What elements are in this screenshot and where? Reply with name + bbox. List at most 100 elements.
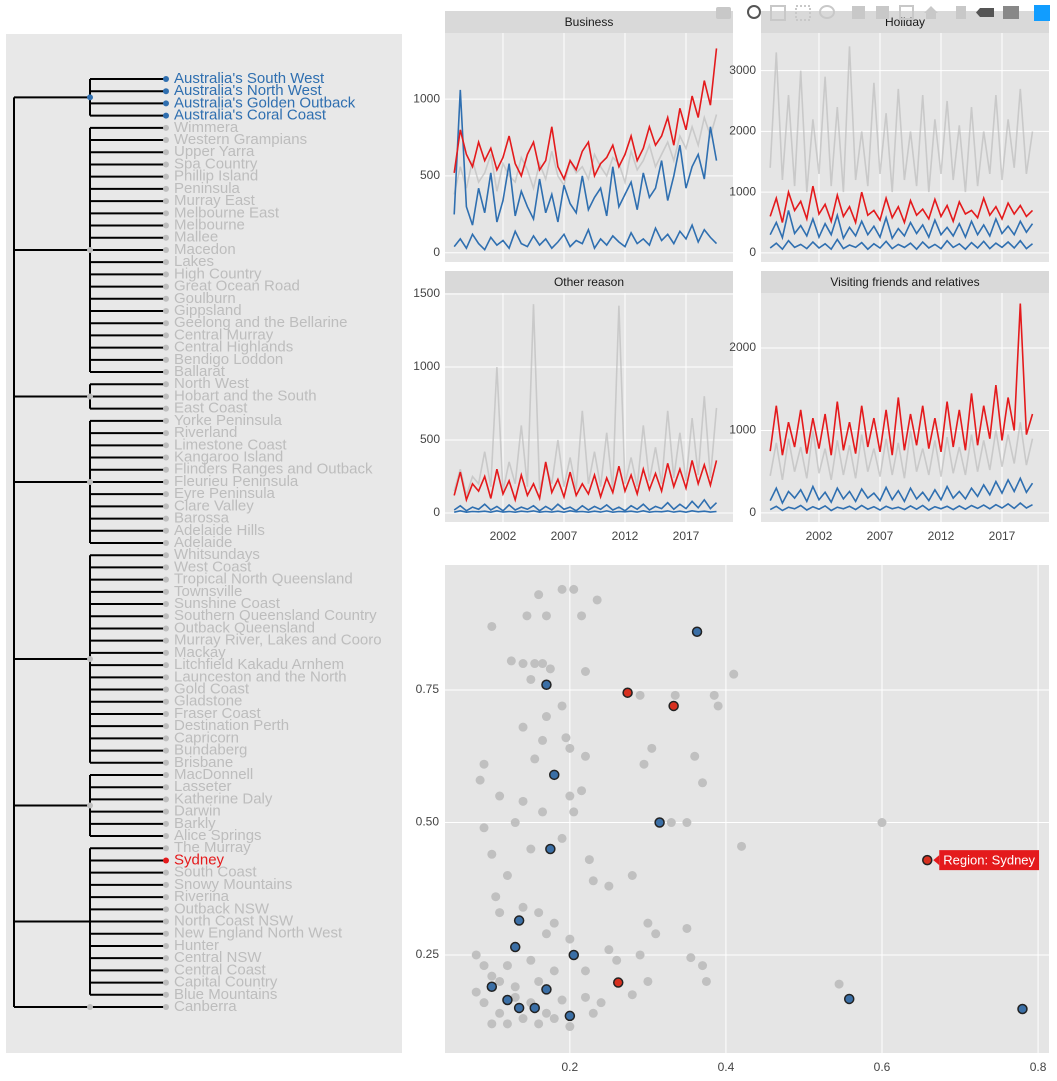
x-tick-label: 2007 [551,529,578,543]
y-tick-label: 500 [420,432,440,446]
y-tick-label: 2000 [729,124,756,138]
leaf-label: Western Grampians [174,131,307,148]
hover-closest-button[interactable] [976,8,994,17]
leaf-label: Litchfield Kakadu Arnhem [174,656,344,673]
leaf-node [163,430,169,437]
autoscale-button[interactable] [899,5,914,20]
leaf-node [163,527,169,534]
x-tick-label: 0.2 [562,1060,579,1074]
zoom-button[interactable] [747,5,761,19]
leaf-node [163,515,169,522]
leaf-label: Peninsula [174,180,241,197]
point [604,945,614,955]
strip [445,271,733,293]
point [622,687,633,698]
leaf-label: Barossa [174,510,230,527]
point [877,818,887,828]
panel-title: Holiday [885,15,925,29]
series-line [453,114,718,195]
y-tick-label: 0 [433,245,440,259]
point [549,966,559,976]
leaf-label: Outback Queensland [174,619,315,636]
point [506,656,516,666]
point [545,664,555,674]
plotly-logo[interactable] [1034,5,1050,21]
y-tick-label: 0 [749,505,756,519]
point [534,1019,544,1029]
leaf-node [163,723,169,730]
leaf-node [163,442,169,449]
leaf-node [163,772,169,778]
y-tick-label: 0.50 [416,815,440,829]
point [647,743,657,753]
leaf-label: Goulburn [174,290,236,307]
series-line [454,509,717,514]
point [698,778,708,788]
hover-compare-button[interactable] [1003,6,1019,19]
leaf-label: Geelong and the Bellarine [174,314,347,331]
point [565,791,575,801]
point [518,659,528,669]
leaf-node [163,369,169,376]
leaf-label: Australia's South West [174,70,325,87]
reset-button[interactable] [924,6,938,19]
point [698,961,708,971]
point [513,1002,525,1014]
point [518,722,528,732]
point [549,769,560,781]
point [479,998,489,1008]
series-line [769,238,1033,251]
panel-title: Business [565,15,614,29]
y-tick-label: 0.75 [416,682,440,696]
toolbar [716,5,1050,21]
leaf-label: Central Coast [174,961,267,978]
leaf-node [163,759,169,766]
point [471,950,481,960]
leaf-label: Launceston and the North [174,668,347,685]
leaf-label: Central NSW [174,949,262,966]
y-tick-label: 3000 [729,63,756,77]
leaf-label: Riverina [174,888,230,905]
point [635,690,645,700]
cluster-node [87,393,93,400]
series-line [769,303,1034,456]
point [502,994,513,1006]
leaf-label: Capital Country [174,974,278,991]
camera-button[interactable] [716,7,731,19]
series-line [453,48,718,182]
leaf-node [163,283,169,290]
x-tick-label: 0.8 [1030,1060,1047,1074]
leaf-node [163,234,169,241]
leaf-node [163,613,169,620]
y-tick-label: 500 [420,168,440,182]
point [487,1019,497,1029]
leaf-node [163,637,169,644]
leaf-node [163,991,169,998]
zoom-out-button[interactable] [876,6,889,19]
pan-button[interactable] [770,5,786,21]
zoom-in-button[interactable] [852,6,865,19]
point [709,690,719,700]
leaf-node [163,735,169,742]
leaf-label: Wimmera [174,119,239,136]
point [557,833,567,843]
select-button[interactable] [795,5,811,21]
leaf-label: Australia's Coral Coast [174,107,327,124]
spike-button[interactable] [956,6,966,19]
point [682,818,692,828]
point [541,679,552,690]
x-tick-label: 2012 [612,529,639,543]
lasso-button[interactable] [819,5,835,19]
leaf-node [163,356,169,363]
series-line [769,476,1034,505]
leaf-node [163,710,169,717]
leaf-label: Upper Yarra [174,143,255,160]
point [651,929,661,939]
point [577,611,587,621]
series-line [769,185,1034,226]
leaf-node [163,222,169,229]
leaf-label: Hobart and the South [174,387,317,404]
leaf-node [163,576,169,583]
